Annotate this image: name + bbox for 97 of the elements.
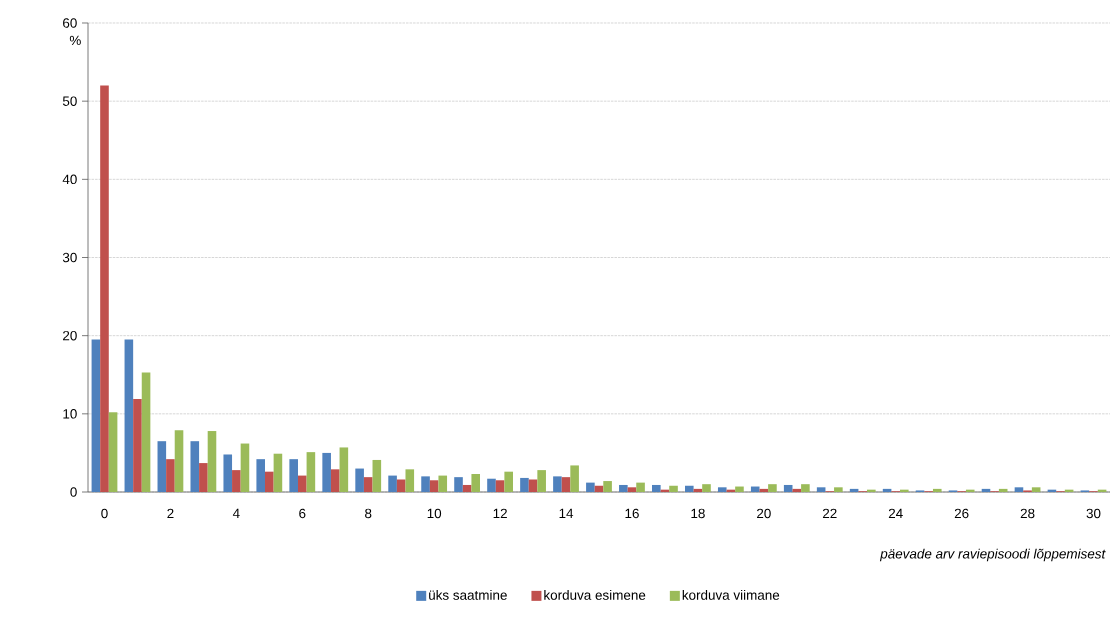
bar xyxy=(363,477,373,492)
x-tick-label: 2 xyxy=(167,508,174,519)
bar xyxy=(223,454,233,492)
x-tick-label: 18 xyxy=(691,508,705,519)
bar xyxy=(627,487,637,492)
bar xyxy=(289,459,298,492)
bar xyxy=(471,474,481,492)
y-tick-label: 30 xyxy=(62,252,77,263)
bar xyxy=(669,485,678,492)
bar xyxy=(232,470,241,492)
bar xyxy=(124,339,134,492)
bar xyxy=(1014,487,1024,492)
bar xyxy=(537,470,546,492)
x-tick-label: 30 xyxy=(1086,508,1101,519)
x-tick-label: 6 xyxy=(299,508,306,519)
bar xyxy=(306,452,316,492)
bar xyxy=(586,482,595,492)
bar xyxy=(652,484,661,492)
x-tick-label: 20 xyxy=(757,508,771,519)
x-tick-label: 26 xyxy=(954,508,969,519)
y-tick-label: 60 xyxy=(63,18,77,28)
bar xyxy=(174,430,184,492)
legend-label: korduva esimene xyxy=(544,589,646,600)
bar xyxy=(100,85,109,492)
bar xyxy=(768,484,777,492)
y-tick-label: 50 xyxy=(62,96,77,106)
x-tick-label: 28 xyxy=(1020,508,1035,519)
bar xyxy=(396,479,406,492)
x-tick-label: 16 xyxy=(625,508,639,519)
x-axis-title: päevade arv raviepisoodi lõppemisest xyxy=(879,548,1106,562)
bar xyxy=(330,469,340,492)
bar xyxy=(388,475,397,492)
bar xyxy=(684,485,694,492)
bar xyxy=(965,489,975,492)
bar xyxy=(108,412,118,492)
y-tick-label: 0 xyxy=(70,487,77,497)
x-tick-label: 4 xyxy=(232,508,240,518)
bar xyxy=(603,481,612,492)
x-tick-label: 14 xyxy=(559,508,574,518)
y-tick-label: 20 xyxy=(63,330,77,341)
bar xyxy=(240,443,250,492)
bar xyxy=(322,452,331,492)
bar xyxy=(619,484,628,492)
bar xyxy=(297,475,307,492)
bar xyxy=(256,459,266,492)
bar xyxy=(199,463,208,492)
bar xyxy=(528,479,538,492)
bar xyxy=(273,453,283,492)
x-tick-label: 22 xyxy=(822,508,837,519)
bar xyxy=(561,477,571,492)
bar xyxy=(867,489,876,492)
bar xyxy=(372,459,382,492)
bar xyxy=(339,447,349,492)
bar xyxy=(438,475,448,492)
bar xyxy=(91,339,101,492)
bar xyxy=(553,476,562,492)
bar xyxy=(405,469,415,492)
bar xyxy=(783,484,793,492)
bar xyxy=(504,471,513,492)
bar xyxy=(520,477,529,492)
bar xyxy=(166,459,175,492)
bar xyxy=(462,484,472,492)
bar xyxy=(421,476,430,492)
bar xyxy=(429,480,439,492)
bar xyxy=(702,484,711,492)
x-tick-label: 12 xyxy=(493,508,507,519)
bar xyxy=(495,480,505,492)
bar xyxy=(265,471,274,492)
bar xyxy=(816,487,826,492)
bar xyxy=(1031,487,1041,492)
bar xyxy=(792,488,802,492)
bar xyxy=(801,484,810,492)
bar xyxy=(141,372,151,492)
bar xyxy=(636,482,645,492)
bar xyxy=(487,478,496,492)
legend-label: üks saatmine xyxy=(429,589,507,600)
bar xyxy=(735,486,744,492)
x-tick-label: 10 xyxy=(427,508,442,519)
y-tick-label: 40 xyxy=(62,174,77,185)
y-tick-label: 10 xyxy=(63,409,77,419)
bar xyxy=(454,477,463,492)
bar xyxy=(355,468,364,492)
bar xyxy=(570,465,579,492)
y-axis-title: % xyxy=(69,35,81,46)
bar xyxy=(207,431,217,492)
bar xyxy=(750,486,760,492)
bar xyxy=(932,488,942,492)
bar xyxy=(157,441,167,492)
legend-label: korduva viimane xyxy=(682,589,780,600)
bar xyxy=(133,398,142,492)
bar xyxy=(717,487,727,492)
bar xyxy=(190,441,200,492)
x-tick-label: 8 xyxy=(365,508,372,519)
x-tick-label: 0 xyxy=(101,508,108,519)
x-tick-label: 24 xyxy=(888,508,903,519)
bar xyxy=(834,487,843,492)
bar xyxy=(899,489,909,492)
